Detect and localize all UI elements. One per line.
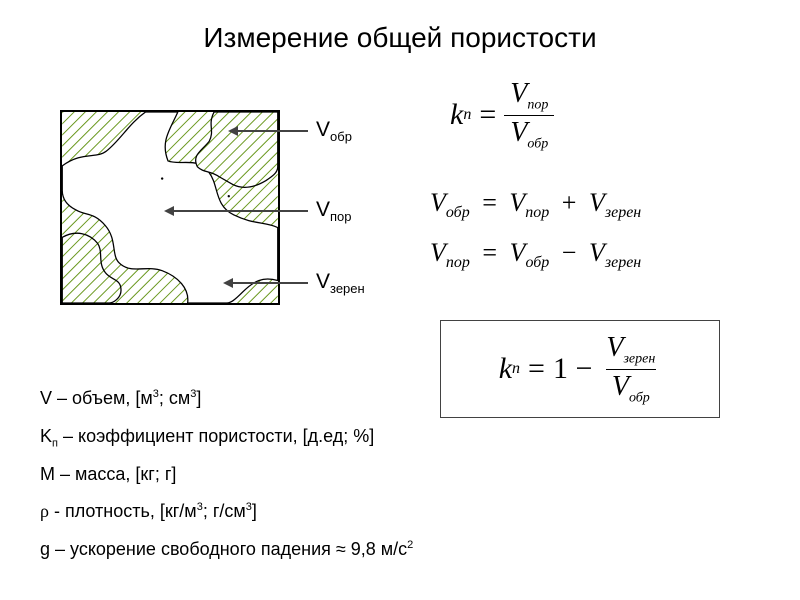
arrow-line [233, 282, 308, 284]
arrow-head-icon [223, 278, 233, 288]
label-v-obr: Vобр [316, 118, 352, 144]
equation-vpor: Vпор = Vобр − Vзерен [430, 238, 641, 272]
legend-row: ρ - плотность, [кг/м3; г/см3] [40, 493, 413, 531]
page-title: Измерение общей пористости [0, 22, 800, 54]
label-v-zeren: Vзерен [316, 270, 365, 296]
arrow-head-icon [228, 126, 238, 136]
label-v-por: Vпор [316, 198, 352, 224]
legend-row: M – масса, [кг; г] [40, 456, 413, 494]
legend-row: V – объем, [м3; см3] [40, 380, 413, 418]
arrow-v-zeren: Vзерен [225, 270, 365, 296]
legend-row: g – ускорение свободного падения ≈ 9,8 м… [40, 531, 413, 569]
variable-legend: V – объем, [м3; см3] Kп – коэффициент по… [40, 380, 413, 569]
arrow-v-por: Vпор [166, 198, 352, 224]
equation-final-boxed: kn = 1 − Vзерен Vобр [440, 320, 720, 418]
equation-kn-fraction: kn = Vпор Vобр [450, 78, 554, 152]
arrow-line [174, 210, 308, 212]
arrow-head-icon [164, 206, 174, 216]
equation-vobr: Vобр = Vпор + Vзерен [430, 188, 641, 222]
arrow-v-obr: Vобр [230, 118, 352, 144]
arrow-line [238, 130, 308, 132]
legend-row: Kп – коэффициент пористости, [д.ед; %] [40, 418, 413, 456]
